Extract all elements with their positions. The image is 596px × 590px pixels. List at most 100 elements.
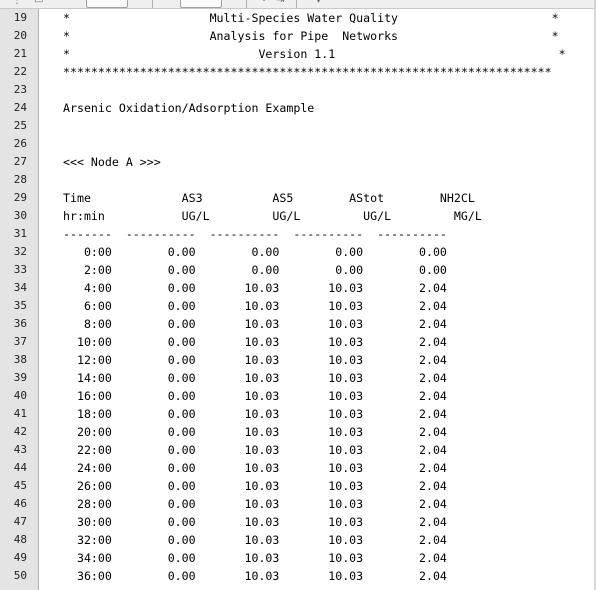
line-number: 33 bbox=[13, 263, 27, 276]
line-number: 40 bbox=[13, 389, 27, 402]
line-text: 8:00 0.00 10.03 10.03 2.04 bbox=[63, 317, 447, 331]
line-number: 20 bbox=[13, 29, 27, 42]
editor-line[interactable]: 49 34:00 0.00 10.03 10.03 2.04 bbox=[0, 549, 596, 567]
editor-line[interactable]: 20 * Analysis for Pipe Networks * bbox=[0, 27, 596, 45]
line-text: ------- ---------- ---------- ----------… bbox=[63, 227, 447, 241]
toolbar: ⋮ ▭ ↷ ⇥ ▾ bbox=[0, 0, 596, 9]
editor-line[interactable]: 24 Arsenic Oxidation/Adsorption Example bbox=[0, 99, 596, 117]
editor-line[interactable]: 50 36:00 0.00 10.03 10.03 2.04 bbox=[0, 567, 596, 585]
line-text: 30:00 0.00 10.03 10.03 2.04 bbox=[63, 515, 447, 529]
line-number: 31 bbox=[13, 227, 27, 240]
editor-line[interactable]: 47 30:00 0.00 10.03 10.03 2.04 bbox=[0, 513, 596, 531]
line-text: 0:00 0.00 0.00 0.00 0.00 bbox=[63, 245, 447, 259]
dropdown-arrow-icon[interactable]: ▾ bbox=[316, 0, 322, 6]
line-number: 25 bbox=[13, 119, 27, 132]
line-text: ****************************************… bbox=[63, 65, 552, 79]
line-text: 16:00 0.00 10.03 10.03 2.04 bbox=[63, 389, 447, 403]
line-number: 48 bbox=[13, 533, 27, 546]
editor-line[interactable]: 23 bbox=[0, 81, 596, 99]
line-number: 38 bbox=[13, 353, 27, 366]
line-text: 10:00 0.00 10.03 10.03 2.04 bbox=[63, 335, 447, 349]
line-text: 18:00 0.00 10.03 10.03 2.04 bbox=[63, 407, 447, 421]
grip-icon: ⋮ bbox=[12, 0, 22, 6]
editor-line[interactable]: 25 bbox=[0, 117, 596, 135]
editor-line[interactable]: 33 2:00 0.00 0.00 0.00 0.00 bbox=[0, 261, 596, 279]
editor-line[interactable]: 26 bbox=[0, 135, 596, 153]
line-number: 27 bbox=[13, 155, 27, 168]
editor-line[interactable]: 41 18:00 0.00 10.03 10.03 2.04 bbox=[0, 405, 596, 423]
line-number: 49 bbox=[13, 551, 27, 564]
toolbar-field-1[interactable] bbox=[86, 0, 128, 8]
line-number: 30 bbox=[13, 209, 27, 222]
line-text: 34:00 0.00 10.03 10.03 2.04 bbox=[63, 551, 447, 565]
toolbar-separator bbox=[152, 0, 153, 8]
line-number: 43 bbox=[13, 443, 27, 456]
line-number: 32 bbox=[13, 245, 27, 258]
editor-line[interactable]: 32 0:00 0.00 0.00 0.00 0.00 bbox=[0, 243, 596, 261]
line-number: 19 bbox=[13, 11, 27, 24]
line-number: 26 bbox=[13, 137, 27, 150]
editor-line[interactable]: 48 32:00 0.00 10.03 10.03 2.04 bbox=[0, 531, 596, 549]
redo-icon[interactable]: ↷ bbox=[258, 0, 267, 6]
line-text: 28:00 0.00 10.03 10.03 2.04 bbox=[63, 497, 447, 511]
editor-line[interactable]: 39 14:00 0.00 10.03 10.03 2.04 bbox=[0, 369, 596, 387]
line-text: 26:00 0.00 10.03 10.03 2.04 bbox=[63, 479, 447, 493]
line-text: 32:00 0.00 10.03 10.03 2.04 bbox=[63, 533, 447, 547]
line-text: <<< Node A >>> bbox=[63, 155, 161, 169]
line-text: Time AS3 AS5 AStot NH2CL bbox=[63, 191, 475, 205]
line-number: 46 bbox=[13, 497, 27, 510]
line-number: 29 bbox=[13, 191, 27, 204]
line-text: 22:00 0.00 10.03 10.03 2.04 bbox=[63, 443, 447, 457]
line-text: * Analysis for Pipe Networks * bbox=[63, 29, 559, 43]
editor-line[interactable]: 21 * Version 1.1 * bbox=[0, 45, 596, 63]
editor-line[interactable]: 34 4:00 0.00 10.03 10.03 2.04 bbox=[0, 279, 596, 297]
line-text: 6:00 0.00 10.03 10.03 2.04 bbox=[63, 299, 447, 313]
indent-icon[interactable]: ⇥ bbox=[276, 0, 285, 6]
editor-line[interactable]: 27 <<< Node A >>> bbox=[0, 153, 596, 171]
editor-line[interactable]: 30 hr:min UG/L UG/L UG/L MG/L bbox=[0, 207, 596, 225]
line-number: 41 bbox=[13, 407, 27, 420]
line-number: 47 bbox=[13, 515, 27, 528]
line-text: Arsenic Oxidation/Adsorption Example bbox=[63, 101, 315, 115]
line-number: 28 bbox=[13, 173, 27, 186]
editor-line[interactable]: 40 16:00 0.00 10.03 10.03 2.04 bbox=[0, 387, 596, 405]
line-number: 36 bbox=[13, 317, 27, 330]
page-icon[interactable]: ▭ bbox=[34, 0, 44, 6]
editor-line[interactable]: 29 Time AS3 AS5 AStot NH2CL bbox=[0, 189, 596, 207]
line-number: 22 bbox=[13, 65, 27, 78]
line-number: 39 bbox=[13, 371, 27, 384]
editor-line[interactable]: 38 12:00 0.00 10.03 10.03 2.04 bbox=[0, 351, 596, 369]
editor-line[interactable]: 42 20:00 0.00 10.03 10.03 2.04 bbox=[0, 423, 596, 441]
line-number: 45 bbox=[13, 479, 27, 492]
editor-line[interactable]: 28 bbox=[0, 171, 596, 189]
line-number-gutter bbox=[0, 9, 39, 590]
line-number: 21 bbox=[13, 47, 27, 60]
editor-line[interactable]: 43 22:00 0.00 10.03 10.03 2.04 bbox=[0, 441, 596, 459]
line-number: 50 bbox=[13, 569, 27, 582]
line-number: 34 bbox=[13, 281, 27, 294]
editor-line[interactable]: 35 6:00 0.00 10.03 10.03 2.04 bbox=[0, 297, 596, 315]
line-number: 37 bbox=[13, 335, 27, 348]
line-text: 24:00 0.00 10.03 10.03 2.04 bbox=[63, 461, 447, 475]
line-number: 44 bbox=[13, 461, 27, 474]
line-text: 20:00 0.00 10.03 10.03 2.04 bbox=[63, 425, 447, 439]
toolbar-field-2[interactable] bbox=[180, 0, 222, 8]
line-number: 35 bbox=[13, 299, 27, 312]
line-text: * Multi-Species Water Quality * bbox=[63, 11, 559, 25]
toolbar-separator bbox=[246, 0, 247, 8]
line-text: 12:00 0.00 10.03 10.03 2.04 bbox=[63, 353, 447, 367]
line-text: * Version 1.1 * bbox=[63, 47, 566, 61]
editor-line[interactable]: 46 28:00 0.00 10.03 10.03 2.04 bbox=[0, 495, 596, 513]
editor-line[interactable]: 44 24:00 0.00 10.03 10.03 2.04 bbox=[0, 459, 596, 477]
line-text: 36:00 0.00 10.03 10.03 2.04 bbox=[63, 569, 447, 583]
editor-line[interactable]: 19 * Multi-Species Water Quality * bbox=[0, 9, 596, 27]
editor-line[interactable]: 31 ------- ---------- ---------- --------… bbox=[0, 225, 596, 243]
editor-line[interactable]: 22 **************************************… bbox=[0, 63, 596, 81]
line-number: 24 bbox=[13, 101, 27, 114]
editor-line[interactable]: 36 8:00 0.00 10.03 10.03 2.04 bbox=[0, 315, 596, 333]
editor-line[interactable]: 45 26:00 0.00 10.03 10.03 2.04 bbox=[0, 477, 596, 495]
editor-line[interactable]: 37 10:00 0.00 10.03 10.03 2.04 bbox=[0, 333, 596, 351]
vertical-scrollbar[interactable] bbox=[594, 0, 596, 590]
toolbar-separator bbox=[296, 0, 297, 8]
text-editor-area[interactable]: 19 * Multi-Species Water Quality * 20 * Ana… bbox=[0, 9, 596, 585]
